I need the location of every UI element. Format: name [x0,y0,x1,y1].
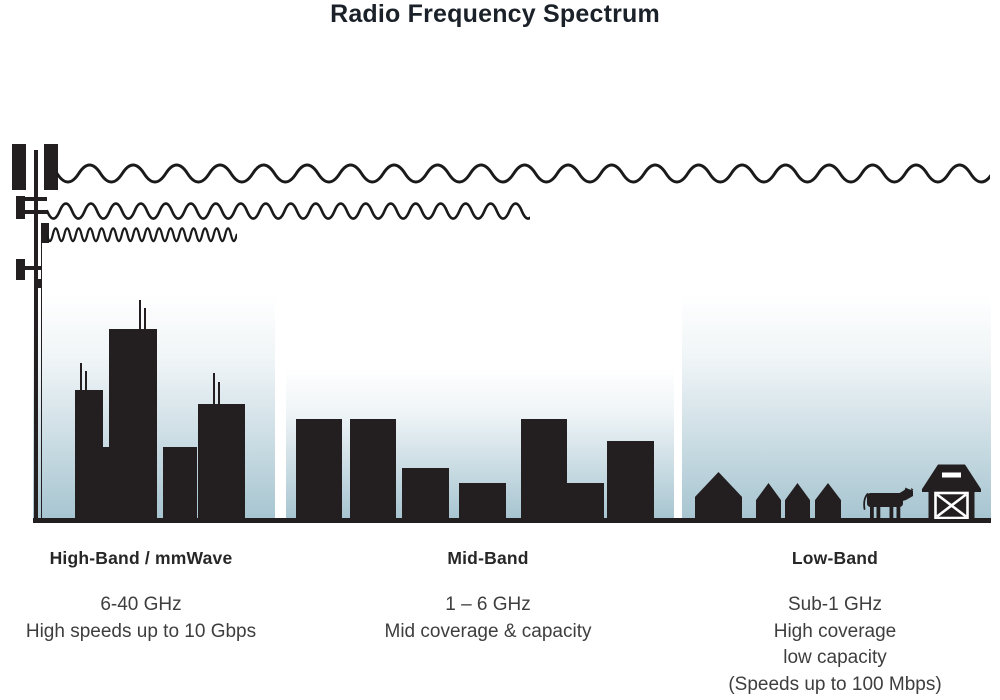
band-detail: (Speeds up to 100 Mbps) [728,673,942,695]
band-description: Sub-1 GHz High coverage low capacity (Sp… [710,592,960,698]
tower-antenna-panel-mid-right [40,223,49,243]
tower-antenna-panel-mid-left [16,196,25,219]
tower-antenna-panel-top-right [44,144,58,190]
skyscraper [197,404,245,518]
mid-rise-building [402,468,449,518]
mid-rise-building [459,483,506,518]
tower-cross-arm-bottom [16,266,42,270]
rooftop-antenna [80,363,82,390]
rooftop-antenna [217,382,220,404]
band-frequency: 6-40 GHz [100,594,182,615]
band-detail: low capacity [783,647,887,668]
tower-cross-arm-lower [16,210,47,214]
diagram-title: Radio Frequency Spectrum [330,0,660,28]
low-building [163,447,197,518]
tower-thin-pole [40,225,42,518]
mid-rise-building [296,419,342,518]
band-description: 1 – 6 GHz Mid coverage & capacity [363,592,613,645]
cow-icon [863,487,914,518]
medium-wavelength-wave-icon [47,202,530,220]
tower-antenna-panel-top-left [12,144,26,190]
low-band-label: Low-Band Sub-1 GHz High coverage low cap… [710,548,960,698]
band-detail: High speeds up to 10 Gbps [25,620,257,642]
band-frequency: 1 – 6 GHz [445,594,531,615]
skyscraper [75,390,103,518]
short-wavelength-wave-icon [47,227,237,243]
band-detail: Mid coverage & capacity [384,620,592,642]
mid-rise-building [607,441,654,518]
skyscraper [109,329,157,518]
band-heading: Low-Band [791,548,879,568]
barn-icon [922,464,981,519]
low-building [103,447,109,518]
high-band-label: High-Band / mmWave 6-40 GHz High speeds … [16,548,266,645]
mid-rise-building [521,419,567,518]
band-description: 6-40 GHz High speeds up to 10 Gbps [16,592,266,645]
band-frequency: Sub-1 GHz [788,594,882,615]
tower-cross-arm-upper [16,197,47,201]
long-wavelength-wave-icon [57,163,990,183]
tower-stub [37,279,42,288]
ground-line [33,518,991,523]
rooftop-antenna [143,308,146,329]
mid-rise-building [350,419,396,518]
rooftop-antenna [139,300,141,329]
band-detail: High coverage [773,620,897,642]
rooftop-antenna [213,373,215,404]
mid-rise-building [567,483,604,518]
rooftop-antenna [84,371,87,390]
tower-pole [33,150,38,518]
mid-band-label: Mid-Band 1 – 6 GHz Mid coverage & capaci… [363,548,613,645]
band-heading: Mid-Band [447,548,529,568]
band-heading: High-Band / mmWave [49,548,233,568]
